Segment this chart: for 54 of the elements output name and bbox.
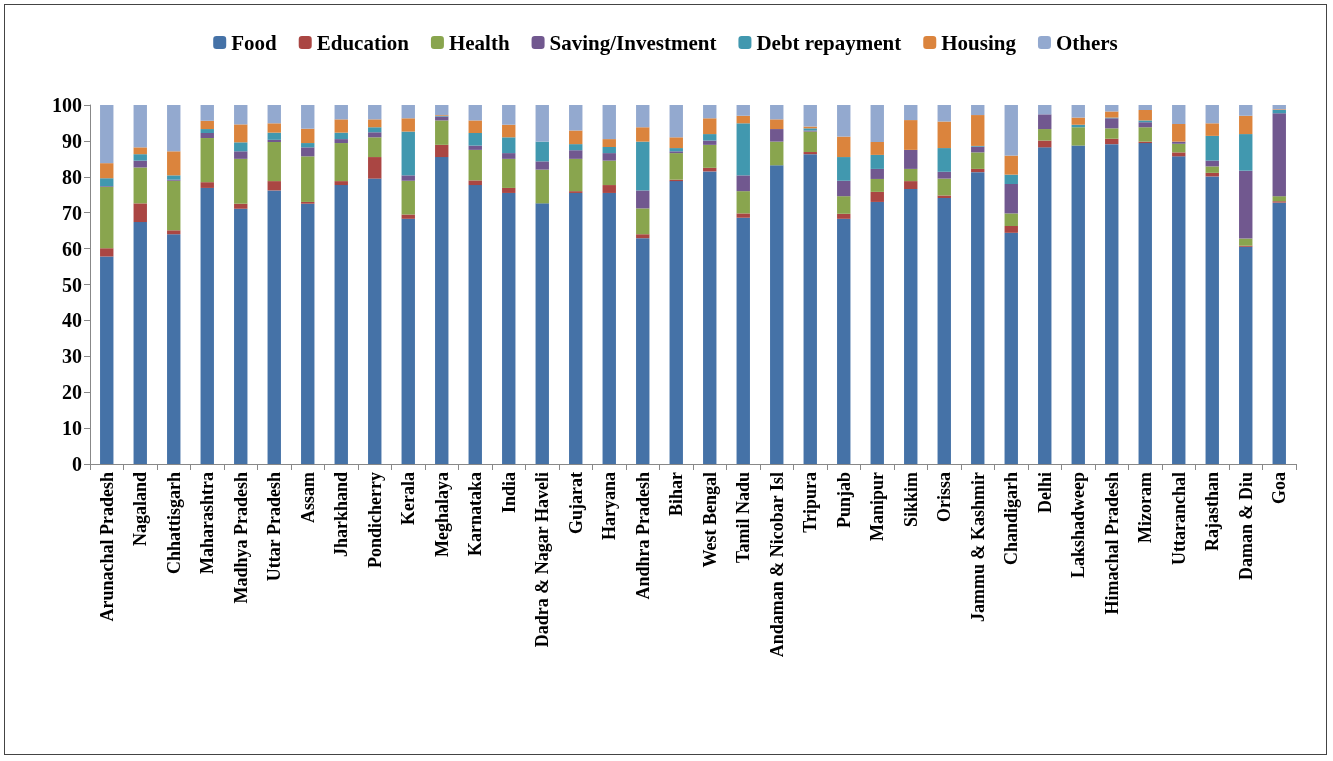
y-tick-label: 90: [62, 129, 82, 152]
y-tick-label: 0: [72, 453, 82, 475]
x-tick-label: West Bengal: [699, 472, 720, 568]
x-tick-label: Andaman & Nicobar Isl: [766, 472, 787, 658]
x-tick-label: Dadra & Nagar Haveli: [532, 472, 553, 648]
x-tick-label: Mizoram: [1135, 472, 1156, 543]
legend-label: Education: [316, 30, 410, 55]
legend-label: Saving/Investment: [549, 30, 717, 55]
y-tick-label: 30: [62, 345, 82, 368]
y-tick-label: 40: [62, 309, 82, 332]
x-tick-label: Bihar: [666, 472, 687, 517]
x-tick-label: Manipur: [867, 471, 888, 542]
x-tick-label: Jharkhand: [331, 472, 352, 558]
x-tick-label: Gujarat: [565, 472, 586, 534]
legend-label: Food: [231, 30, 278, 55]
y-tick-label: 10: [62, 417, 82, 440]
y-tick-label: 100: [52, 94, 82, 116]
x-tick-label: Madhya Pradesh: [230, 472, 251, 604]
x-tick-label: Chandigarh: [1001, 472, 1022, 566]
x-tick-label: Pondicherry: [364, 472, 385, 568]
x-tick-label: Delhi: [1034, 472, 1055, 514]
x-tick-label: Andhra Pradesh: [632, 472, 653, 600]
legend-label: Housing: [941, 30, 1017, 55]
x-tick-label: Tamil Nadu: [733, 472, 754, 563]
y-tick-label: 20: [62, 381, 82, 404]
y-tick-label: 60: [62, 237, 82, 260]
x-tick-label: Maharashtra: [197, 472, 218, 574]
x-tick-label: Uttaranchal: [1168, 472, 1189, 565]
x-tick-label: Goa: [1269, 472, 1290, 505]
x-tick-label: Karnataka: [465, 472, 486, 557]
x-tick-label: Punjab: [833, 472, 854, 529]
x-tick-label: Rajasthan: [1202, 472, 1223, 552]
x-tick-label: Haryana: [599, 472, 620, 541]
legend-label: Health: [448, 30, 510, 55]
x-tick-label: Jammu & Kashmir: [967, 472, 988, 622]
y-tick-label: 50: [62, 273, 82, 296]
x-tick-label: Meghalaya: [431, 472, 452, 557]
x-tick-label: Kerala: [398, 472, 419, 525]
y-tick-label: 80: [62, 165, 82, 188]
x-tick-label: India: [498, 472, 519, 514]
x-tick-label: Himachal Pradesh: [1101, 472, 1122, 615]
x-tick-label: Sikkim: [900, 472, 921, 528]
x-tick-label: Uttar Pradesh: [264, 472, 285, 582]
x-tick-label: Tripura: [800, 472, 821, 533]
x-tick-label: Orissa: [934, 472, 955, 523]
x-tick-label: Nagaland: [130, 472, 151, 547]
legend-label: Debt repayment: [756, 30, 902, 55]
x-tick-label: Chhattisgarh: [163, 472, 184, 575]
x-tick-label: Arunachal Pradesh: [96, 472, 117, 622]
legend-label: Others: [1055, 30, 1118, 55]
x-tick-label: Daman & Diu: [1235, 472, 1256, 581]
x-tick-label: Lakshadweep: [1068, 472, 1089, 579]
x-tick-label: Assam: [297, 472, 318, 524]
y-tick-label: 70: [62, 201, 82, 224]
